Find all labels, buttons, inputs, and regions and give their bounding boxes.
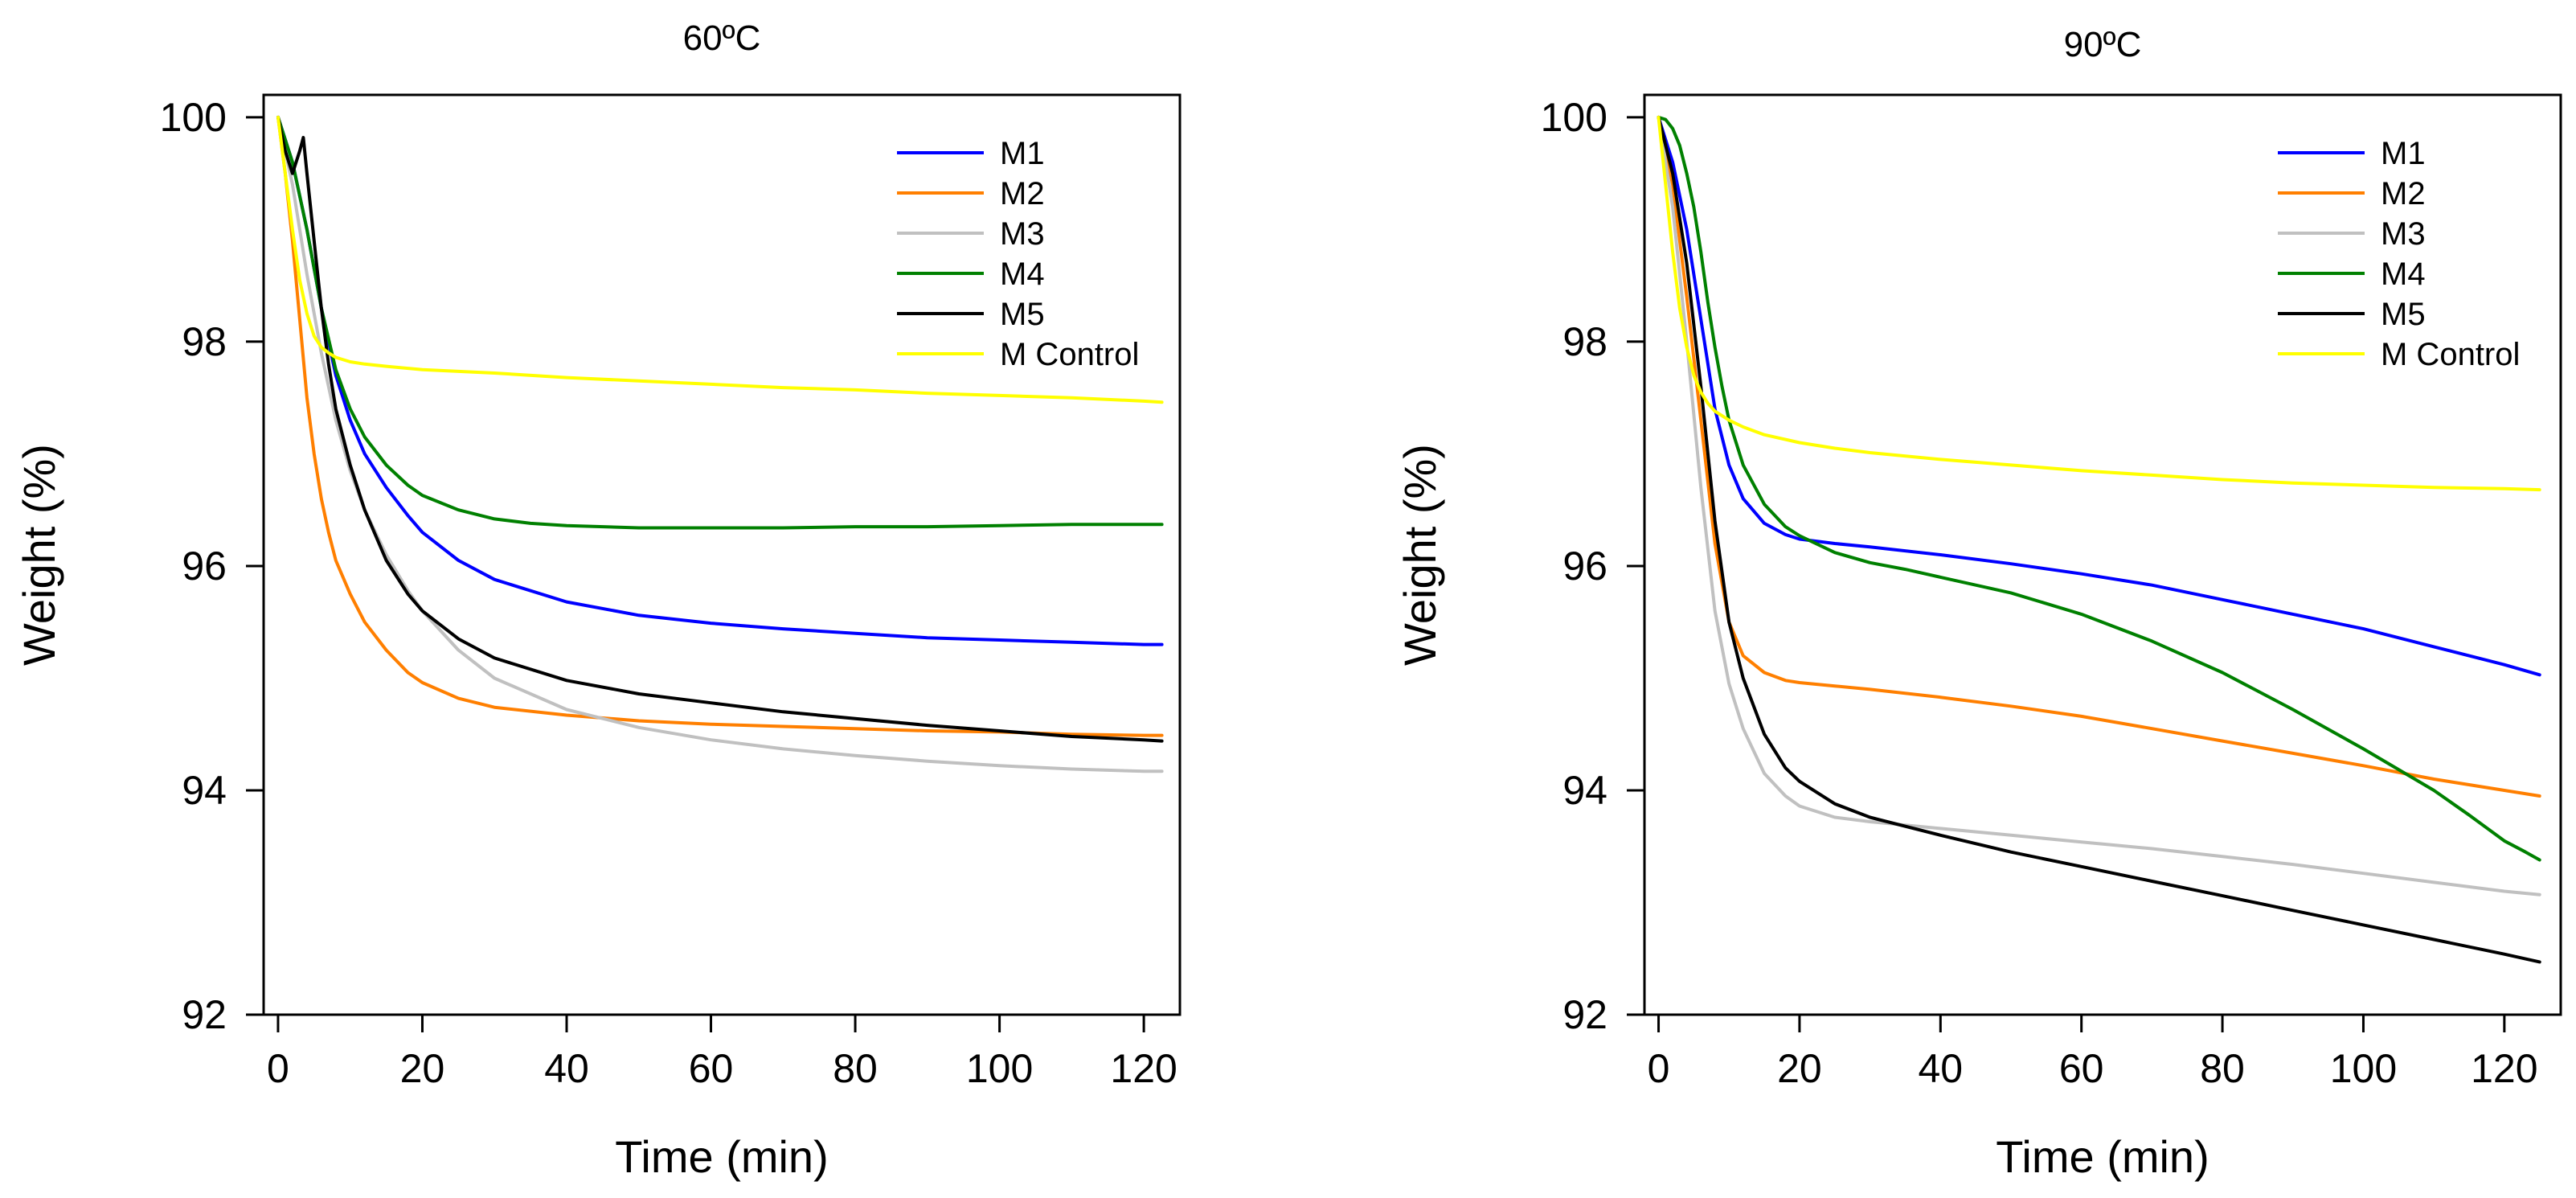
x-axis-label: Time (min) xyxy=(1996,1131,2209,1182)
chart-60c: 60ºC Time (min) Weight (%) 0 20 40 60 80 100 1… xyxy=(14,18,1182,1182)
series-line-m2 xyxy=(1657,115,2541,798)
legend-entry: M5 xyxy=(1000,297,1045,332)
legend-entry: M3 xyxy=(2381,216,2426,252)
series-line-m-control xyxy=(276,115,1164,404)
x-tick-label: 100 xyxy=(2330,1046,2397,1091)
series-line-m4 xyxy=(276,115,1164,530)
series-line-m4 xyxy=(1657,115,2541,862)
x-tick-label: 20 xyxy=(400,1046,445,1091)
legend-entry: M4 xyxy=(2381,256,2426,292)
y-tick-label: 98 xyxy=(182,319,227,364)
legend-entry: M3 xyxy=(1000,216,1045,252)
legend-entry: M2 xyxy=(1000,176,1045,211)
legend-entry: M Control xyxy=(1000,337,1139,372)
y-tick-label: 100 xyxy=(1541,95,1607,140)
y-axis-label: Weight (%) xyxy=(14,444,64,666)
legend-entry: M4 xyxy=(1000,256,1045,292)
x-tick-label: 20 xyxy=(1777,1046,1822,1091)
series-line-m3 xyxy=(1657,115,2541,896)
x-tick-label: 40 xyxy=(1918,1046,1963,1091)
chart-90c: 90ºC Time (min) Weight (%) 0 20 40 60 80 100 1… xyxy=(1394,25,2562,1182)
x-tick-label: 100 xyxy=(966,1046,1033,1091)
x-tick-label: 80 xyxy=(2200,1046,2245,1091)
y-tick-label: 92 xyxy=(1562,992,1607,1037)
legend-entry: M1 xyxy=(2381,136,2426,171)
legend-entry: M1 xyxy=(1000,136,1045,171)
y-tick-label: 98 xyxy=(1562,319,1607,364)
x-tick-label: 60 xyxy=(2059,1046,2104,1091)
y-tick-label: 92 xyxy=(182,992,227,1037)
plot-frame xyxy=(262,93,1182,1016)
legend-entry: M5 xyxy=(2381,297,2426,332)
x-tick-label: 120 xyxy=(1110,1046,1177,1091)
x-tick-label: 120 xyxy=(2471,1046,2537,1091)
y-tick-label: 96 xyxy=(1562,544,1607,589)
y-axis-label: Weight (%) xyxy=(1394,444,1445,666)
series-line-m-control xyxy=(1657,115,2541,492)
legend-entry: M Control xyxy=(2381,337,2520,372)
series-line-m2 xyxy=(276,115,1164,737)
chart-title: 90ºC xyxy=(2064,25,2142,64)
series-line-m1 xyxy=(1657,115,2541,677)
series-line-m3 xyxy=(276,115,1164,773)
x-tick-label: 0 xyxy=(267,1046,289,1091)
x-tick-label: 0 xyxy=(1648,1046,1670,1091)
plot-frame xyxy=(1643,93,2562,1016)
chart-title: 60ºC xyxy=(683,18,761,58)
y-tick-label: 94 xyxy=(1562,768,1607,813)
series-line-m5 xyxy=(1657,115,2541,964)
y-tick-label: 100 xyxy=(160,95,227,140)
x-tick-label: 80 xyxy=(833,1046,878,1091)
y-tick-label: 96 xyxy=(182,544,227,589)
series-line-m5 xyxy=(276,115,1164,743)
x-tick-label: 60 xyxy=(689,1046,734,1091)
legend-entry: M2 xyxy=(2381,176,2426,211)
y-tick-label: 94 xyxy=(182,768,227,813)
x-tick-label: 40 xyxy=(544,1046,589,1091)
x-axis-label: Time (min) xyxy=(615,1131,828,1182)
